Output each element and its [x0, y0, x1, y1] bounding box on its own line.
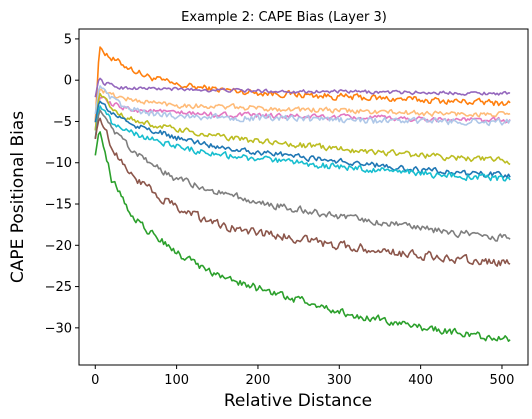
series-line: [94, 105, 511, 182]
x-tick-label: 400: [408, 373, 433, 388]
x-tick-label: 500: [490, 373, 515, 388]
y-tick-label: −30: [45, 321, 72, 336]
series-line: [94, 131, 511, 342]
y-tick-label: −15: [45, 198, 72, 213]
x-axis-label: Relative Distance: [224, 391, 372, 411]
series-line: [94, 88, 511, 123]
y-tick-label: −25: [45, 280, 72, 295]
x-tick-label: 0: [91, 373, 99, 388]
x-tick-label: 200: [246, 373, 271, 388]
series-line: [94, 92, 511, 166]
x-tick-label: 300: [327, 373, 352, 388]
series-line: [94, 46, 511, 123]
plot-frame: [78, 28, 529, 366]
y-axis-label: CAPE Positional Bias: [8, 111, 28, 283]
x-tick-label: 100: [164, 373, 189, 388]
x-axis: 0 100 200 300 400 500: [91, 365, 514, 388]
y-tick-label: −10: [45, 156, 72, 171]
chart-title: Example 2: CAPE Bias (Layer 3): [181, 10, 387, 25]
series-line: [94, 117, 511, 267]
y-tick-label: −5: [53, 115, 72, 130]
series-layer: [94, 46, 511, 342]
series-line: [94, 85, 511, 127]
y-tick-label: 5: [64, 32, 72, 47]
series-line: [94, 77, 511, 98]
y-tick-label: 0: [64, 74, 72, 89]
series-line: [94, 109, 511, 242]
y-axis: 5 0 −5 −10 −15 −20 −25 −30: [45, 32, 79, 336]
y-tick-label: −20: [45, 239, 72, 254]
series-line: [94, 100, 511, 179]
